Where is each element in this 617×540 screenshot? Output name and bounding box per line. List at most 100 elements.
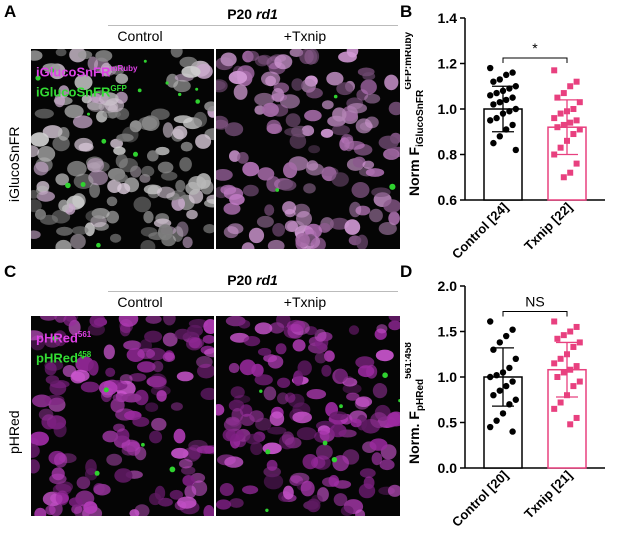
fluorescent-speck — [333, 94, 338, 99]
cell-nucleus — [303, 183, 316, 194]
fluorescent-speck — [101, 138, 107, 144]
panel-letter-c: C — [4, 262, 17, 281]
cell-nucleus — [86, 158, 105, 173]
chart-d-point-1 — [551, 318, 558, 325]
cell-nucleus — [89, 93, 102, 103]
cell-nucleus — [358, 483, 376, 499]
cell-nucleus — [55, 239, 72, 249]
fluorescent-speck — [87, 112, 90, 116]
cell-nucleus — [102, 430, 119, 443]
cell-nucleus — [31, 431, 49, 446]
cell-nucleus — [122, 126, 139, 143]
cell-nucleus — [118, 316, 139, 327]
cell-nucleus — [320, 128, 334, 138]
panel-a-header: P20 rd1 — [110, 6, 395, 22]
cell-nucleus — [286, 319, 306, 332]
panel-c-row-label: pHRed — [6, 410, 22, 454]
cell-nucleus — [333, 493, 348, 507]
chart-d: 0.0 0.5 1.0 1.5 2.0 Norm. FpHRed561:458 Contro… — [405, 278, 605, 530]
cell-nucleus — [254, 105, 265, 115]
cell-nucleus — [170, 402, 183, 411]
chart-d-significance-bracket — [502, 310, 568, 317]
cell-nucleus — [224, 122, 244, 137]
cell-nucleus — [306, 160, 319, 171]
cell-nucleus — [67, 160, 87, 177]
panel-a-legend-mruby: iGlucoSnFRmRuby — [36, 60, 138, 80]
cell-nucleus — [31, 330, 44, 341]
cell-nucleus — [340, 505, 354, 516]
cell-nucleus — [179, 56, 198, 68]
cell-nucleus — [81, 94, 92, 104]
cell-nucleus — [278, 179, 297, 191]
chart-b-point-0 — [499, 87, 507, 95]
chart-d-point-1 — [573, 363, 580, 370]
cell-nucleus — [180, 141, 193, 152]
chart-b-point-0 — [487, 117, 494, 124]
chart-d-point-0 — [493, 417, 500, 424]
cell-nucleus — [347, 103, 367, 114]
legend-a2-sup: GFP — [110, 84, 127, 94]
cell-nucleus — [89, 182, 100, 198]
fluorescent-speck — [195, 99, 200, 104]
cell-nucleus — [38, 408, 54, 421]
micrograph-texture — [216, 49, 400, 249]
chart-b-point-1 — [573, 160, 580, 167]
cell-nucleus — [177, 496, 197, 509]
cell-nucleus — [163, 316, 176, 326]
micrograph-c-txnip — [216, 316, 400, 516]
cell-nucleus — [137, 348, 156, 359]
chart-d-point-0 — [490, 392, 497, 399]
cell-nucleus — [147, 150, 159, 162]
chart-b-point-0 — [512, 146, 519, 154]
panel-a-col-control: Control — [117, 28, 163, 44]
panel-c-col-control: Control — [117, 294, 163, 310]
cell-nucleus — [55, 490, 69, 506]
cell-nucleus — [155, 146, 170, 156]
cell-nucleus — [313, 455, 331, 470]
cell-nucleus — [196, 445, 214, 454]
cell-nucleus — [267, 239, 285, 249]
chart-b-point-0 — [490, 78, 497, 85]
cell-nucleus — [156, 186, 175, 199]
cell-nucleus — [51, 467, 65, 481]
cell-nucleus — [204, 101, 214, 112]
cell-nucleus — [293, 370, 304, 386]
cell-nucleus — [351, 182, 370, 198]
fluorescent-speck — [52, 335, 58, 341]
cell-nucleus — [249, 410, 264, 423]
cell-nucleus — [342, 449, 360, 465]
cell-nucleus — [137, 361, 156, 373]
cell-nucleus — [151, 417, 167, 431]
chart-b-point-0 — [503, 126, 510, 133]
cell-nucleus — [176, 371, 194, 382]
cell-nucleus — [157, 161, 174, 174]
cell-nucleus — [243, 336, 261, 347]
chart-d-point-0 — [487, 373, 494, 381]
cell-nucleus — [169, 489, 184, 500]
cell-nucleus — [332, 107, 347, 122]
cell-nucleus — [319, 167, 339, 177]
cell-nucleus — [369, 438, 388, 451]
cell-nucleus — [385, 149, 398, 159]
cell-nucleus — [186, 337, 203, 351]
chart-d-point-0 — [503, 382, 510, 390]
cell-nucleus — [76, 476, 91, 490]
cell-nucleus — [372, 383, 388, 399]
cell-nucleus — [161, 171, 178, 181]
fluorescent-speck — [65, 182, 71, 189]
cell-nucleus — [263, 386, 277, 401]
cell-nucleus — [295, 233, 310, 248]
chart-d-category-label: Txnip [21] — [521, 468, 575, 522]
cell-nucleus — [104, 98, 125, 113]
cell-nucleus — [116, 428, 130, 443]
cell-nucleus — [222, 428, 236, 442]
chart-b-point-0 — [503, 71, 510, 79]
cell-nucleus — [173, 428, 186, 444]
fluorescent-speck — [103, 387, 109, 393]
panel-c-header: P20 rd1 — [110, 272, 395, 288]
cell-nucleus — [113, 423, 125, 432]
cell-nucleus — [379, 459, 395, 471]
chart-b-y-axis-label: Norm FiGlucoSnFRGFP:mRuby — [405, 32, 426, 196]
cell-nucleus — [187, 324, 203, 337]
chart-d-y-tick-label: 1.0 — [438, 369, 458, 385]
